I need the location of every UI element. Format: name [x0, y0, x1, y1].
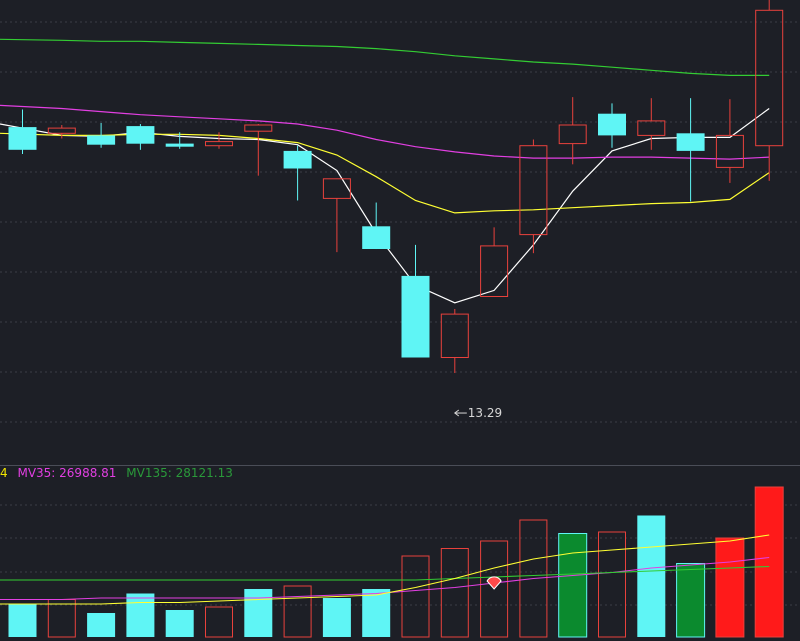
candle-body-up — [755, 9, 784, 147]
volume-bar-up — [205, 606, 233, 638]
candle-body-up — [519, 145, 548, 236]
ma5-line — [0, 108, 770, 304]
ma10-line — [0, 132, 770, 214]
mv35-line — [0, 556, 770, 601]
legend-mv135: MV135: 28121.13 — [126, 466, 233, 480]
mv10-line — [0, 534, 770, 605]
candle-body-down — [283, 150, 312, 169]
low-marker-arrowhead — [453, 409, 460, 417]
candle-body-up — [322, 178, 351, 199]
candle-body-up — [558, 124, 587, 145]
legend-mv35: MV35: 26988.81 — [17, 466, 117, 480]
signal-marker-icon — [486, 576, 502, 590]
candle-body-down — [401, 275, 430, 358]
volume-bar-down — [8, 604, 37, 637]
legend-ma-fragment: 4 — [0, 466, 8, 480]
candle-body-up — [637, 120, 666, 136]
volume-bar-up-filled — [754, 486, 784, 638]
candle-body-up — [244, 124, 273, 132]
candle-body-up — [440, 313, 469, 359]
candle-body-down — [126, 126, 155, 144]
volume-bar-up — [598, 531, 626, 638]
low-marker: 13.29 — [453, 406, 502, 420]
low-marker-label: 13.29 — [468, 406, 502, 420]
volume-bars — [8, 486, 784, 638]
candle-body-up — [47, 127, 76, 134]
volume-bar-down — [165, 610, 194, 637]
volume-bar-down — [244, 589, 273, 637]
candle-body-down — [87, 135, 116, 145]
volume-bar-up-filled — [715, 537, 745, 638]
volume-bar-down — [322, 598, 351, 637]
volume-bar-up — [440, 548, 469, 638]
candle-body-up — [715, 134, 744, 168]
volume-moving-averages — [0, 534, 770, 605]
volume-bar-down — [637, 515, 666, 637]
volume-bar-down-alt — [676, 563, 706, 638]
candle-body-down — [165, 143, 194, 147]
ma60-line — [0, 38, 770, 77]
candle-body-down — [8, 127, 37, 150]
volume-legend: 4 MV35: 26988.81 MV135: 28121.13 — [0, 466, 239, 480]
volume-bar-up — [401, 555, 430, 638]
mv135-line — [0, 565, 770, 581]
ma20-line — [0, 104, 770, 160]
price-moving-averages — [0, 38, 770, 304]
volume-bar-down — [126, 593, 155, 637]
candle-body-up — [205, 141, 233, 147]
candlesticks — [8, 0, 784, 374]
volume-bar-up — [480, 540, 509, 638]
candle-body-down — [362, 226, 391, 249]
grid-lines — [0, 21, 800, 606]
volume-bar-up — [519, 519, 548, 638]
candle-body-down — [676, 133, 705, 151]
volume-bar-up — [283, 585, 312, 638]
candle-body-up — [480, 245, 509, 297]
volume-bar-down — [362, 589, 391, 637]
candle-body-down — [598, 113, 626, 136]
volume-bar-down — [87, 613, 116, 637]
volume-bar-down-alt — [558, 533, 588, 638]
